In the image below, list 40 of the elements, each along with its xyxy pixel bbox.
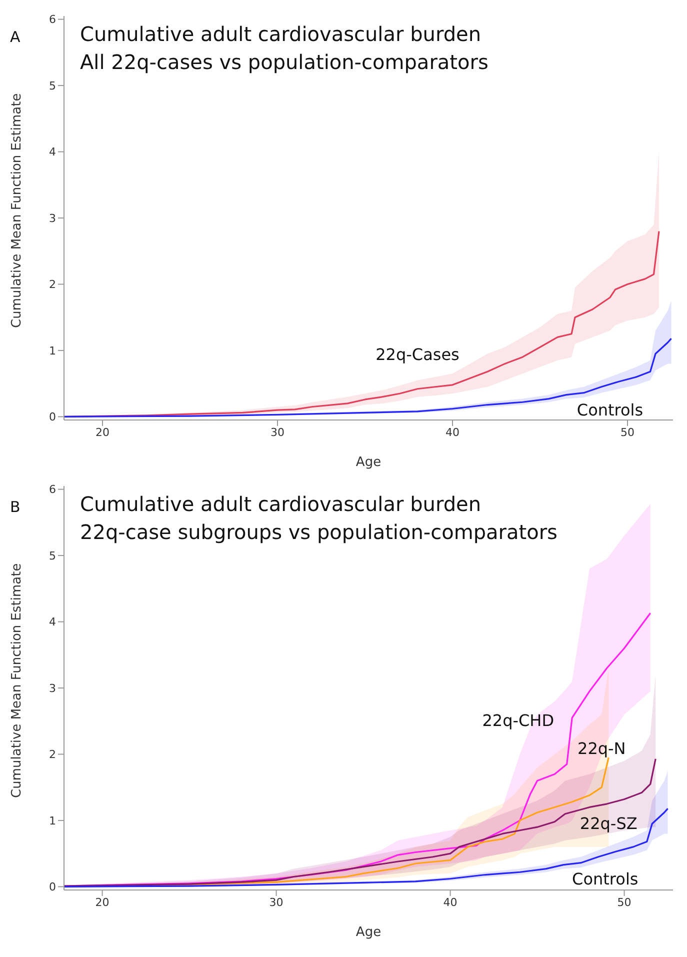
series-label: 22q-N [578,738,626,758]
chart-title: Cumulative adult cardiovascular burden [80,491,482,518]
x-axis-title: Age [356,455,382,470]
line-series [64,808,669,888]
y-axis-title: Cumulative Mean Function Estimate [10,563,25,798]
y-tick-label: 4 [49,616,56,629]
y-tick-label: 6 [49,483,56,496]
y-tick-label: 6 [49,13,56,26]
y-axis-title: Cumulative Mean Function Estimate [10,93,25,328]
y-tick-label: 3 [49,682,56,695]
line-series [64,338,672,418]
series-label: 22q-CHD [482,711,554,730]
y-tick-label: 0 [49,410,56,424]
y-tick-label: 2 [49,278,56,292]
chart-title: Cumulative adult cardiovascular burden [80,21,482,48]
x-tick-label: 50 [617,896,632,909]
text: B [10,498,20,516]
series-label: 22q-Cases [376,345,460,364]
text: 22q-case subgroups vs population-comparators [80,519,558,546]
y-tick-label: 1 [49,344,56,358]
x-tick-label: 30 [270,426,284,439]
x-axis-title: Age [356,925,382,940]
y-tick-label: 0 [49,880,56,894]
y-tick-label: 1 [49,814,56,828]
y-tick-label: 4 [49,146,56,159]
x-tick-label: 20 [96,426,110,439]
x-tick-label: 50 [620,426,634,439]
y-tick-label: 5 [49,79,56,92]
x-tick-label: 40 [443,896,458,909]
x-tick-label: 20 [95,896,110,909]
y-tick-label: 2 [49,748,56,762]
x-tick-label: 40 [446,426,460,439]
y-tick-label: 5 [49,549,56,562]
x-tick-label: 30 [269,896,284,909]
series-label: 22q-SZ [580,814,638,833]
series-label: Controls [572,869,638,888]
text: A [10,28,20,46]
series-label: Controls [576,400,644,420]
text: All 22q-cases vs population-comparators [80,49,488,76]
y-tick-label: 3 [49,212,56,225]
